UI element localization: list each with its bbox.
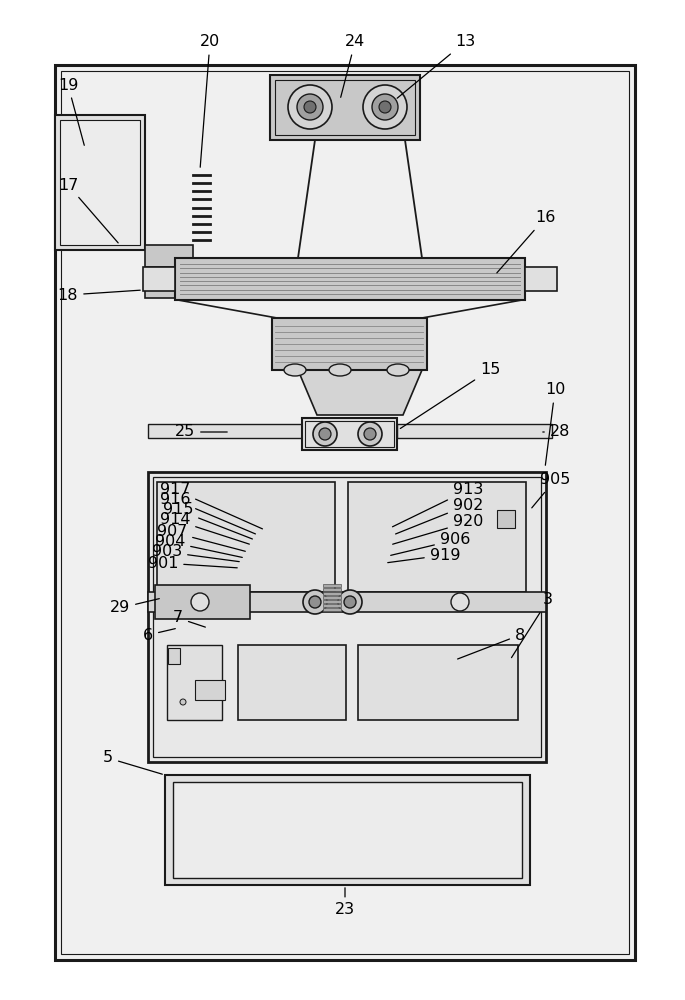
Text: 920: 920 (393, 514, 483, 544)
Circle shape (304, 101, 316, 113)
Bar (270, 75, 420, 140)
Circle shape (191, 593, 209, 611)
Circle shape (344, 596, 356, 608)
Text: 913: 913 (393, 483, 483, 527)
Text: 919: 919 (388, 548, 460, 563)
Text: 10: 10 (545, 382, 565, 465)
Text: 16: 16 (497, 211, 555, 273)
Circle shape (297, 94, 323, 120)
Text: 5: 5 (103, 750, 162, 774)
Text: 917: 917 (160, 483, 262, 529)
Bar (275, 80, 415, 135)
Text: 904: 904 (155, 534, 242, 557)
Text: 901: 901 (148, 556, 237, 570)
Bar (323, 584, 341, 587)
Text: 7: 7 (173, 610, 206, 627)
Bar (175, 258, 525, 300)
Text: 28: 28 (543, 424, 570, 440)
Circle shape (180, 699, 186, 705)
Bar (173, 782, 522, 878)
Circle shape (364, 428, 376, 440)
Text: 24: 24 (340, 34, 365, 97)
Ellipse shape (284, 364, 306, 376)
Bar (167, 645, 222, 720)
Ellipse shape (329, 364, 351, 376)
Bar (497, 510, 515, 528)
Text: 20: 20 (200, 34, 220, 167)
Bar (155, 585, 250, 619)
Text: 23: 23 (335, 888, 355, 918)
Bar (153, 477, 541, 757)
Bar (55, 115, 145, 250)
Text: 29: 29 (110, 599, 160, 615)
Bar (323, 604, 341, 607)
Circle shape (309, 596, 321, 608)
Circle shape (288, 85, 332, 129)
Circle shape (372, 94, 398, 120)
Bar (272, 318, 427, 370)
Bar (143, 267, 175, 291)
Circle shape (319, 428, 331, 440)
Circle shape (451, 593, 469, 611)
Text: 907: 907 (157, 524, 245, 551)
Text: 905: 905 (532, 473, 570, 508)
Text: 915: 915 (163, 502, 252, 539)
Text: 3: 3 (512, 592, 553, 658)
Text: 916: 916 (160, 492, 256, 534)
Bar (323, 592, 341, 595)
Bar (148, 592, 546, 612)
Bar (348, 482, 526, 592)
Bar (145, 245, 193, 267)
Bar (302, 418, 397, 450)
Text: 15: 15 (400, 362, 500, 428)
Circle shape (313, 422, 337, 446)
Bar (195, 680, 225, 700)
Circle shape (338, 590, 362, 614)
Bar (148, 472, 546, 762)
Bar (145, 280, 193, 298)
Text: 903: 903 (152, 544, 239, 562)
Text: 902: 902 (395, 497, 483, 534)
Bar (323, 596, 341, 599)
Text: 19: 19 (58, 78, 84, 145)
Bar (238, 645, 346, 720)
Text: 18: 18 (58, 288, 140, 302)
Text: 8: 8 (458, 628, 525, 659)
Bar (305, 421, 394, 447)
Text: 25: 25 (175, 424, 227, 440)
Ellipse shape (387, 364, 409, 376)
Bar (165, 775, 530, 885)
Bar (61, 71, 629, 954)
Bar (60, 120, 140, 245)
Bar (525, 267, 557, 291)
Circle shape (379, 101, 391, 113)
Bar (323, 588, 341, 591)
Text: 13: 13 (397, 34, 475, 98)
Polygon shape (298, 370, 422, 415)
Text: 17: 17 (58, 178, 119, 243)
Circle shape (303, 590, 327, 614)
Bar (323, 608, 341, 611)
Bar (55, 65, 635, 960)
Bar (397, 424, 552, 438)
Bar (148, 424, 302, 438)
Text: 914: 914 (160, 512, 249, 544)
Text: 906: 906 (390, 532, 470, 555)
Text: 6: 6 (143, 628, 175, 643)
Circle shape (363, 85, 407, 129)
Bar (168, 648, 180, 664)
Bar (157, 482, 335, 592)
Circle shape (358, 422, 382, 446)
Bar (323, 600, 341, 603)
Bar (358, 645, 518, 720)
